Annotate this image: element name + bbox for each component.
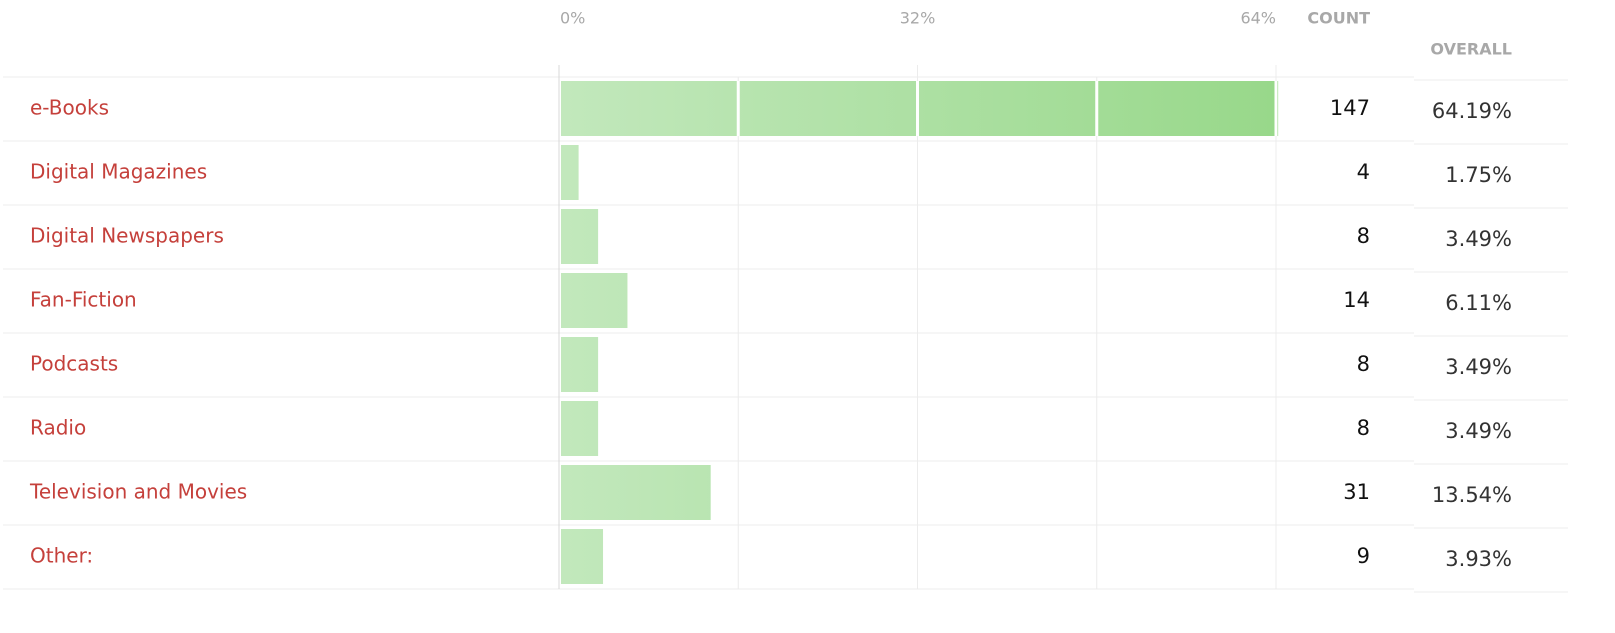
overall: 3.93% [1445, 547, 1512, 571]
category-label: Fan-Fiction [30, 288, 137, 312]
x-tick-label: 0% [560, 9, 585, 28]
overall: 13.54% [1432, 483, 1512, 507]
bar-gap [1095, 81, 1099, 136]
bar-gap [1274, 81, 1278, 136]
overall: 3.49% [1445, 227, 1512, 251]
x-tick-label: 32% [900, 9, 936, 28]
count: 4 [1357, 160, 1370, 184]
count: 8 [1357, 416, 1370, 440]
bar [561, 273, 628, 328]
count: 147 [1330, 96, 1370, 120]
bar [561, 145, 579, 200]
category-label: Podcasts [30, 352, 118, 376]
category-label: Other: [30, 544, 93, 568]
overall: 1.75% [1445, 163, 1512, 187]
overall: 64.19% [1432, 99, 1512, 123]
category-label: e-Books [30, 96, 109, 120]
bar [561, 529, 604, 584]
overall: 6.11% [1445, 291, 1512, 315]
bar [561, 337, 599, 392]
bar [561, 465, 711, 520]
bar-gap [736, 81, 740, 136]
count: 8 [1357, 224, 1370, 248]
overall: 3.49% [1445, 355, 1512, 379]
overall-header: OVERALL [1430, 40, 1512, 59]
count: 9 [1357, 544, 1370, 568]
category-label: Digital Magazines [30, 160, 207, 184]
count: 14 [1343, 288, 1370, 312]
bar-gap [916, 81, 919, 136]
bar [561, 209, 599, 264]
overall: 3.49% [1445, 419, 1512, 443]
category-label: Television and Movies [29, 480, 247, 504]
count: 8 [1357, 352, 1370, 376]
bar [561, 401, 599, 456]
x-tick-label: 64% [1240, 9, 1276, 28]
bar [561, 81, 1279, 136]
count-header: COUNT [1307, 9, 1370, 28]
category-label: Radio [30, 416, 86, 440]
category-label: Digital Newspapers [30, 224, 224, 248]
count: 31 [1343, 480, 1370, 504]
